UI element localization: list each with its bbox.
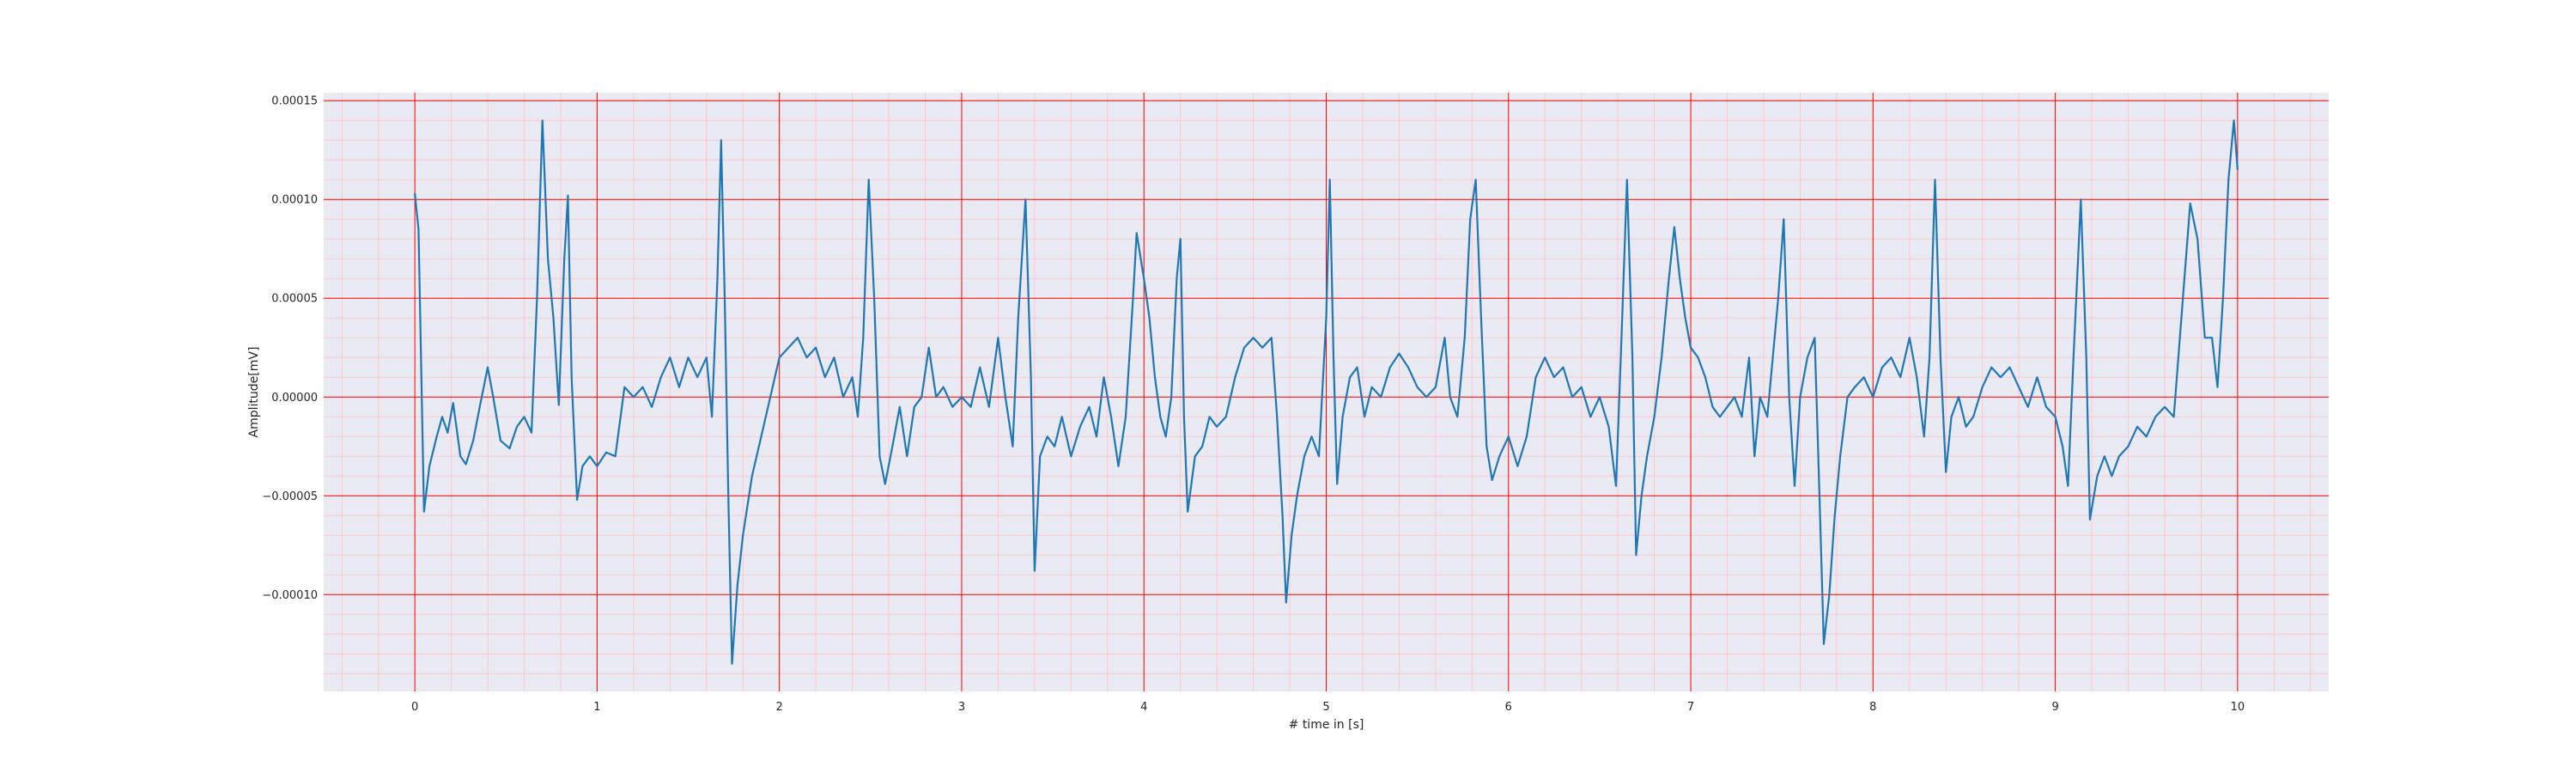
x-tick-label: 9 bbox=[2051, 701, 2058, 714]
series-line-0 bbox=[414, 119, 2239, 665]
x-axis-label: # time in [s] bbox=[1289, 718, 1364, 732]
x-tick-label: 6 bbox=[1505, 701, 1512, 714]
x-tick-label: 2 bbox=[776, 701, 783, 714]
y-tick-label: 0.00015 bbox=[271, 95, 318, 108]
x-tick-label: 5 bbox=[1322, 701, 1329, 714]
major-grid bbox=[324, 93, 2329, 691]
x-tick-label: 10 bbox=[2231, 701, 2245, 714]
x-tick-label: 1 bbox=[593, 701, 600, 714]
y-tick-label: 0.00005 bbox=[271, 293, 318, 306]
y-tick-label: 0.00000 bbox=[271, 392, 318, 405]
y-axis-ticks: −0.00010 −0.00005 0.00000 0.00005 0.00010 0.0… bbox=[262, 95, 318, 602]
x-tick-label: 0 bbox=[411, 701, 418, 714]
x-tick-label: 7 bbox=[1687, 701, 1694, 714]
series-layer bbox=[414, 119, 2239, 665]
y-tick-label: −0.00005 bbox=[262, 490, 318, 503]
x-axis-ticks: 0 1 2 3 4 5 6 7 8 9 10 bbox=[411, 701, 2245, 714]
y-tick-label: −0.00010 bbox=[262, 589, 318, 602]
x-tick-label: 3 bbox=[958, 701, 965, 714]
y-tick-label: 0.00010 bbox=[271, 194, 318, 207]
y-axis-label: Amplitude[mV] bbox=[247, 347, 261, 438]
x-tick-label: 4 bbox=[1140, 701, 1147, 714]
x-tick-label: 8 bbox=[1869, 701, 1876, 714]
